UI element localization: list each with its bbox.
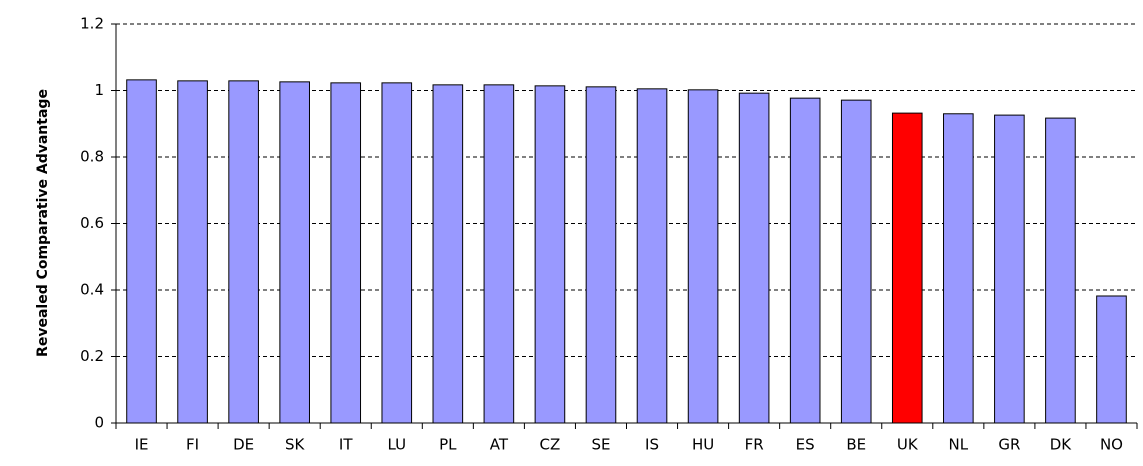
bar bbox=[789, 97, 821, 424]
bar bbox=[381, 82, 413, 424]
y-tick-label: 1 bbox=[94, 81, 104, 99]
x-tick-label: IT bbox=[339, 436, 353, 454]
y-tick-label: 0.2 bbox=[80, 347, 104, 365]
x-tick-label: UK bbox=[897, 436, 919, 454]
x-tick-label: AT bbox=[490, 436, 509, 454]
y-tick-label: 1.2 bbox=[80, 15, 104, 33]
bar bbox=[891, 112, 923, 424]
x-tick-label: SK bbox=[285, 436, 306, 454]
bar bbox=[738, 92, 770, 424]
bar bbox=[1045, 117, 1076, 424]
bar bbox=[177, 80, 208, 424]
bar bbox=[687, 89, 719, 424]
y-axis-label: Revealed Comparative Advantage bbox=[35, 89, 51, 357]
x-tick-label: FI bbox=[186, 436, 199, 454]
x-tick-label: NO bbox=[1100, 436, 1123, 454]
x-tick-label: FR bbox=[745, 436, 764, 454]
bar bbox=[636, 88, 668, 424]
bar bbox=[126, 79, 157, 424]
bar bbox=[432, 84, 464, 424]
x-tick-label: SE bbox=[591, 436, 610, 454]
x-tick-label: HU bbox=[692, 436, 714, 454]
bar bbox=[840, 99, 872, 424]
x-tick-label: IE bbox=[135, 436, 149, 454]
bar bbox=[585, 86, 617, 424]
bar bbox=[994, 114, 1025, 424]
bar bbox=[228, 80, 259, 424]
x-tick-label: GR bbox=[998, 436, 1020, 454]
x-tick-label: NL bbox=[949, 436, 969, 454]
bar bbox=[483, 84, 515, 424]
x-tick-label: PL bbox=[439, 436, 457, 454]
x-tick-label: DK bbox=[1050, 436, 1073, 454]
y-tick-label: 0.6 bbox=[80, 214, 104, 232]
y-tick-label: 0.8 bbox=[80, 148, 104, 166]
x-tick-label: IS bbox=[645, 436, 659, 454]
x-tick-label: ES bbox=[796, 436, 815, 454]
x-tick-label: BE bbox=[846, 436, 866, 454]
bar bbox=[943, 113, 974, 424]
x-tick-label: LU bbox=[387, 436, 406, 454]
bar bbox=[279, 81, 310, 424]
bar bbox=[1096, 295, 1127, 424]
y-tick-label: 0 bbox=[94, 414, 104, 432]
bar bbox=[330, 82, 362, 424]
y-tick-label: 0.4 bbox=[80, 281, 104, 299]
x-tick-label: CZ bbox=[540, 436, 561, 454]
x-tick-label: DE bbox=[233, 436, 254, 454]
bar bbox=[534, 85, 566, 424]
